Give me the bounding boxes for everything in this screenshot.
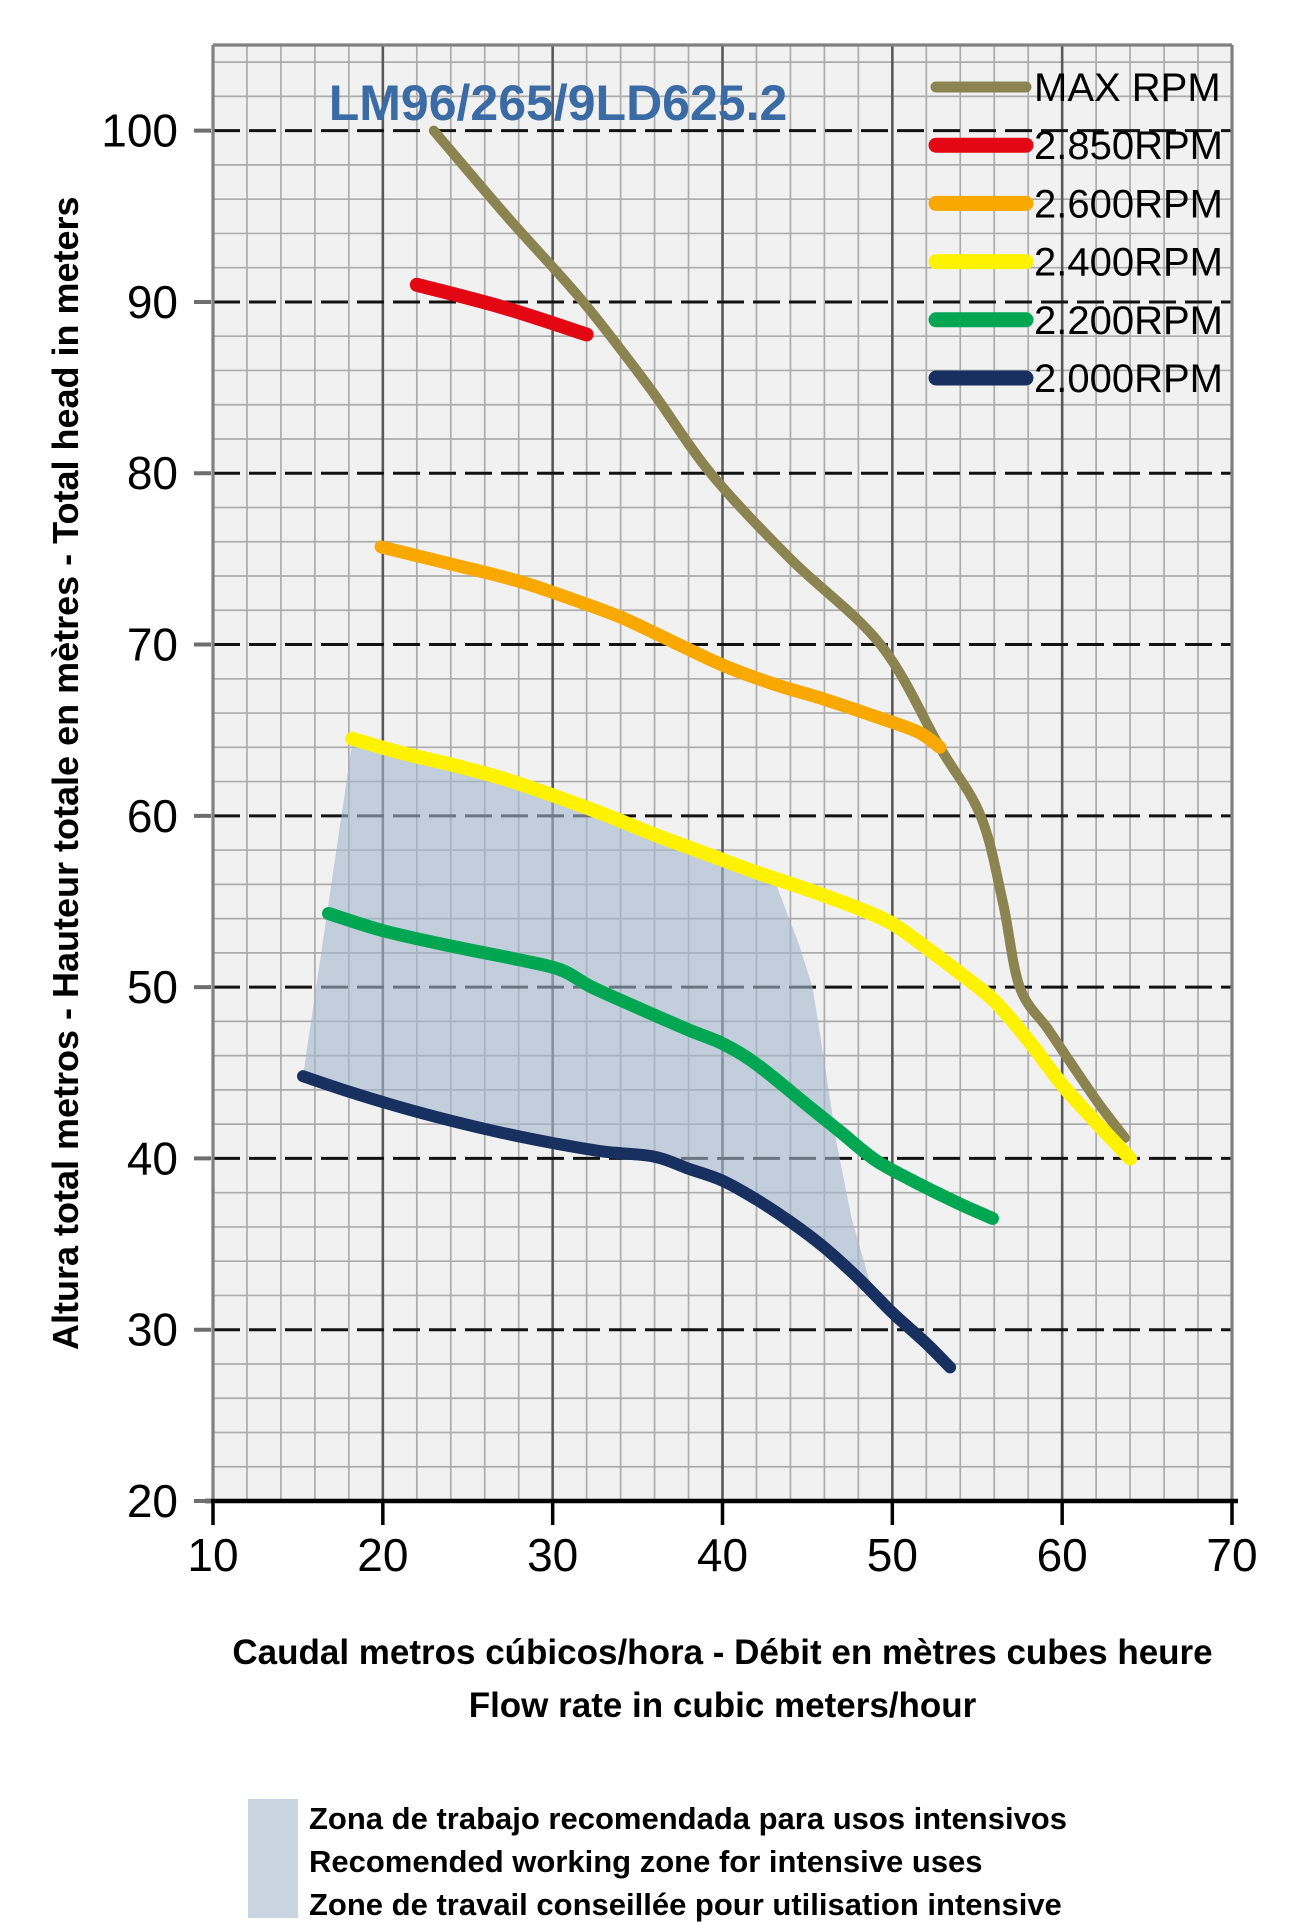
x-tick-label-60: 60 xyxy=(1037,1529,1088,1581)
legend-label-2200rpm: 2.200RPM xyxy=(1034,299,1223,343)
working-zone-note-line3: Zone de travail conseillée pour utilisat… xyxy=(309,1887,1062,1922)
legend-item-2400rpm: 2.400RPM xyxy=(928,241,1223,285)
legend-item-2000rpm: 2.000RPM xyxy=(928,357,1223,401)
y-tick-label-90: 90 xyxy=(127,276,178,328)
legend: MAX RPM 2.850RPM 2.600RPM 2.400RPM 2.200RPM 2… xyxy=(928,66,1223,401)
legend-label-2000rpm: 2.000RPM xyxy=(1034,357,1223,401)
x-axis-title: Caudal metros cúbicos/hora - Débit en mè… xyxy=(213,1626,1232,1732)
curve-max-rpm xyxy=(428,125,1130,1143)
working-zone-note-line1: Zona de trabajo recomendada para usos in… xyxy=(309,1801,1067,1836)
working-zone-note: Zona de trabajo recomendada para usos in… xyxy=(309,1797,1209,1925)
legend-item-2850rpm: 2.850RPM xyxy=(928,124,1223,168)
y-axis-tick-labels: 20 30 40 50 60 70 80 90 100 xyxy=(101,105,178,1527)
y-tick-label-100: 100 xyxy=(101,105,178,157)
chart-title: LM96/265/9LD625.2 xyxy=(328,75,788,131)
curve-2400rpm xyxy=(345,731,1138,1166)
x-axis-ticks xyxy=(211,1501,1234,1525)
y-tick-label-30: 30 xyxy=(127,1304,178,1356)
curve-2000rpm xyxy=(297,1070,957,1374)
x-axis-tick-labels: 10 20 30 40 50 60 70 xyxy=(187,1529,1257,1581)
x-tick-label-70: 70 xyxy=(1206,1529,1257,1581)
legend-item-max-rpm: MAX RPM xyxy=(930,66,1221,110)
working-zone-note-line2: Recomended working zone for intensive us… xyxy=(309,1844,983,1879)
gridlines-major-vertical xyxy=(381,45,1064,1501)
curve-2600rpm xyxy=(374,540,947,754)
legend-label-2600rpm: 2.600RPM xyxy=(1034,182,1223,226)
legend-label-2400rpm: 2.400RPM xyxy=(1034,241,1223,285)
y-axis-ticks xyxy=(194,128,211,1503)
x-axis-title-line2: Flow rate in cubic meters/hour xyxy=(468,1686,977,1725)
y-tick-label-20: 20 xyxy=(127,1475,178,1527)
x-tick-label-20: 20 xyxy=(357,1529,408,1581)
legend-label-2850rpm: 2.850RPM xyxy=(1034,124,1223,168)
x-tick-label-30: 30 xyxy=(527,1529,578,1581)
y-tick-label-70: 70 xyxy=(127,619,178,671)
curve-2850rpm xyxy=(409,277,594,342)
legend-item-2600rpm: 2.600RPM xyxy=(928,182,1223,226)
working-zone-area xyxy=(303,742,874,1296)
x-tick-label-10: 10 xyxy=(187,1529,238,1581)
y-tick-label-60: 60 xyxy=(127,790,178,842)
curve-2200rpm xyxy=(322,907,999,1225)
x-axis-title-line1: Caudal metros cúbicos/hora - Débit en mè… xyxy=(232,1633,1213,1672)
y-tick-label-50: 50 xyxy=(127,961,178,1013)
legend-item-2200rpm: 2.200RPM xyxy=(928,299,1223,343)
y-tick-label-80: 80 xyxy=(127,447,178,499)
x-tick-label-50: 50 xyxy=(867,1529,918,1581)
y-tick-label-40: 40 xyxy=(127,1132,178,1184)
y-axis-title: Altura total metros - Hauteur totale en … xyxy=(45,196,86,1350)
x-tick-label-40: 40 xyxy=(697,1529,748,1581)
plot-border xyxy=(211,43,1234,1501)
legend-label-max-rpm: MAX RPM xyxy=(1034,66,1221,110)
working-zone-swatch xyxy=(248,1799,298,1918)
